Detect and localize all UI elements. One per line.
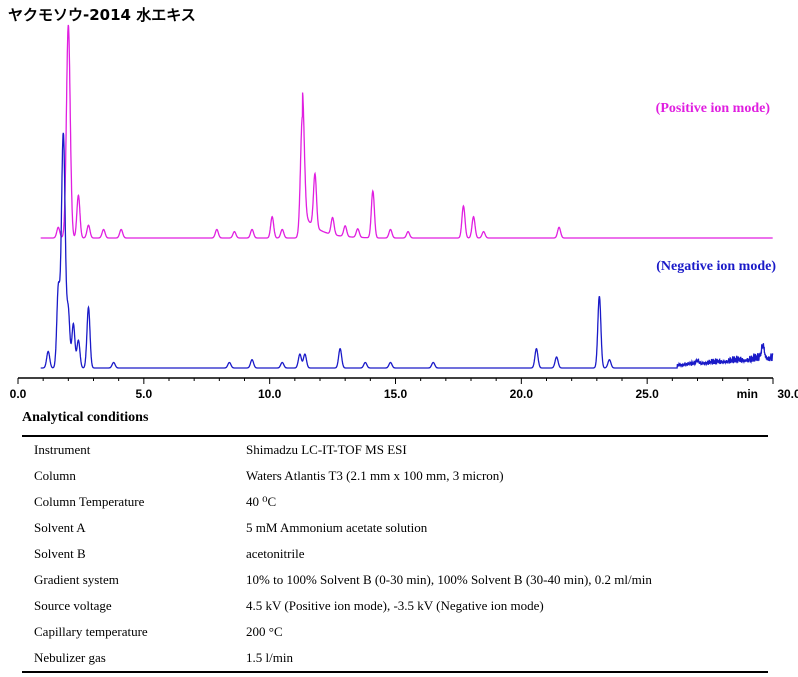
conditions-row: Column Waters Atlantis T3 (2.1 mm x 100 m… (22, 463, 768, 489)
conditions-value: 10% to 100% Solvent B (0-30 min), 100% S… (246, 572, 652, 587)
conditions-value: 1.5 l/min (246, 650, 293, 665)
conditions-row: Instrument Shimadzu LC-IT-TOF MS ESI (22, 437, 768, 463)
conditions-value: Shimadzu LC-IT-TOF MS ESI (246, 442, 407, 457)
conditions-value: acetonitrile (246, 546, 305, 561)
conditions-bottom-rule (22, 671, 768, 673)
conditions-value: Waters Atlantis T3 (2.1 mm x 100 mm, 3 m… (246, 468, 504, 483)
conditions-key: Solvent A (34, 520, 86, 535)
chromatogram: (Positive ion mode) (Negative ion mode) 0… (10, 24, 798, 401)
conditions-value: 200 °C (246, 624, 283, 639)
x-tick-label: 25.0 (635, 387, 659, 401)
x-axis-unit-label: min (737, 387, 758, 401)
conditions-key: Column Temperature (34, 494, 145, 509)
conditions-key: Gradient system (34, 572, 119, 587)
conditions-key: Instrument (34, 442, 91, 457)
x-tick-label: 20.0 (510, 387, 534, 401)
conditions-row: Source voltage 4.5 kV (Positive ion mode)… (22, 593, 768, 619)
series-line (40, 24, 773, 239)
conditions-key: Solvent B (34, 546, 86, 561)
conditions-title: Analytical conditions (22, 410, 149, 425)
conditions-key: Column (34, 468, 76, 483)
conditions-row: Solvent B acetonitrile (22, 541, 768, 567)
x-tick-label: 15.0 (384, 387, 408, 401)
conditions-table: Instrument Shimadzu LC-IT-TOF MS ESI Colum… (22, 437, 768, 671)
conditions-value: 5 mM Ammonium acetate solution (246, 520, 428, 535)
conditions-row: Solvent A 5 mM Ammonium acetate solution (22, 515, 768, 541)
conditions-value: 40 ⁰C (246, 494, 277, 509)
conditions-row: Capillary temperature 200 °C (22, 619, 768, 645)
conditions-key: Nebulizer gas (34, 650, 106, 665)
chart-title: ヤクモソウ-2014 水エキス (8, 6, 196, 24)
x-tick-label: 0.0 (10, 387, 27, 401)
x-axis: 0.0 5.0 10.0 15.0 20.0 25.0 30.0 min (10, 377, 798, 401)
series-line (40, 132, 774, 369)
series-label: (Negative ion mode) (656, 259, 776, 274)
x-tick-label: 10.0 (258, 387, 282, 401)
conditions-top-rule (22, 435, 768, 437)
conditions-value: 4.5 kV (Positive ion mode), -3.5 kV (Neg… (246, 598, 544, 613)
traces (40, 24, 774, 369)
x-tick-label: 30.0 (777, 387, 798, 401)
conditions-row: Gradient system 10% to 100% Solvent B (0-… (22, 567, 768, 593)
x-tick-label: 5.0 (135, 387, 152, 401)
conditions-row: Nebulizer gas 1.5 l/min (22, 645, 768, 671)
series-labels: (Positive ion mode) (Negative ion mode) (656, 101, 777, 274)
conditions-key: Capillary temperature (34, 624, 148, 639)
conditions-row: Column Temperature 40 ⁰C (22, 489, 768, 515)
series-label: (Positive ion mode) (656, 101, 771, 116)
conditions-key: Source voltage (34, 598, 112, 613)
